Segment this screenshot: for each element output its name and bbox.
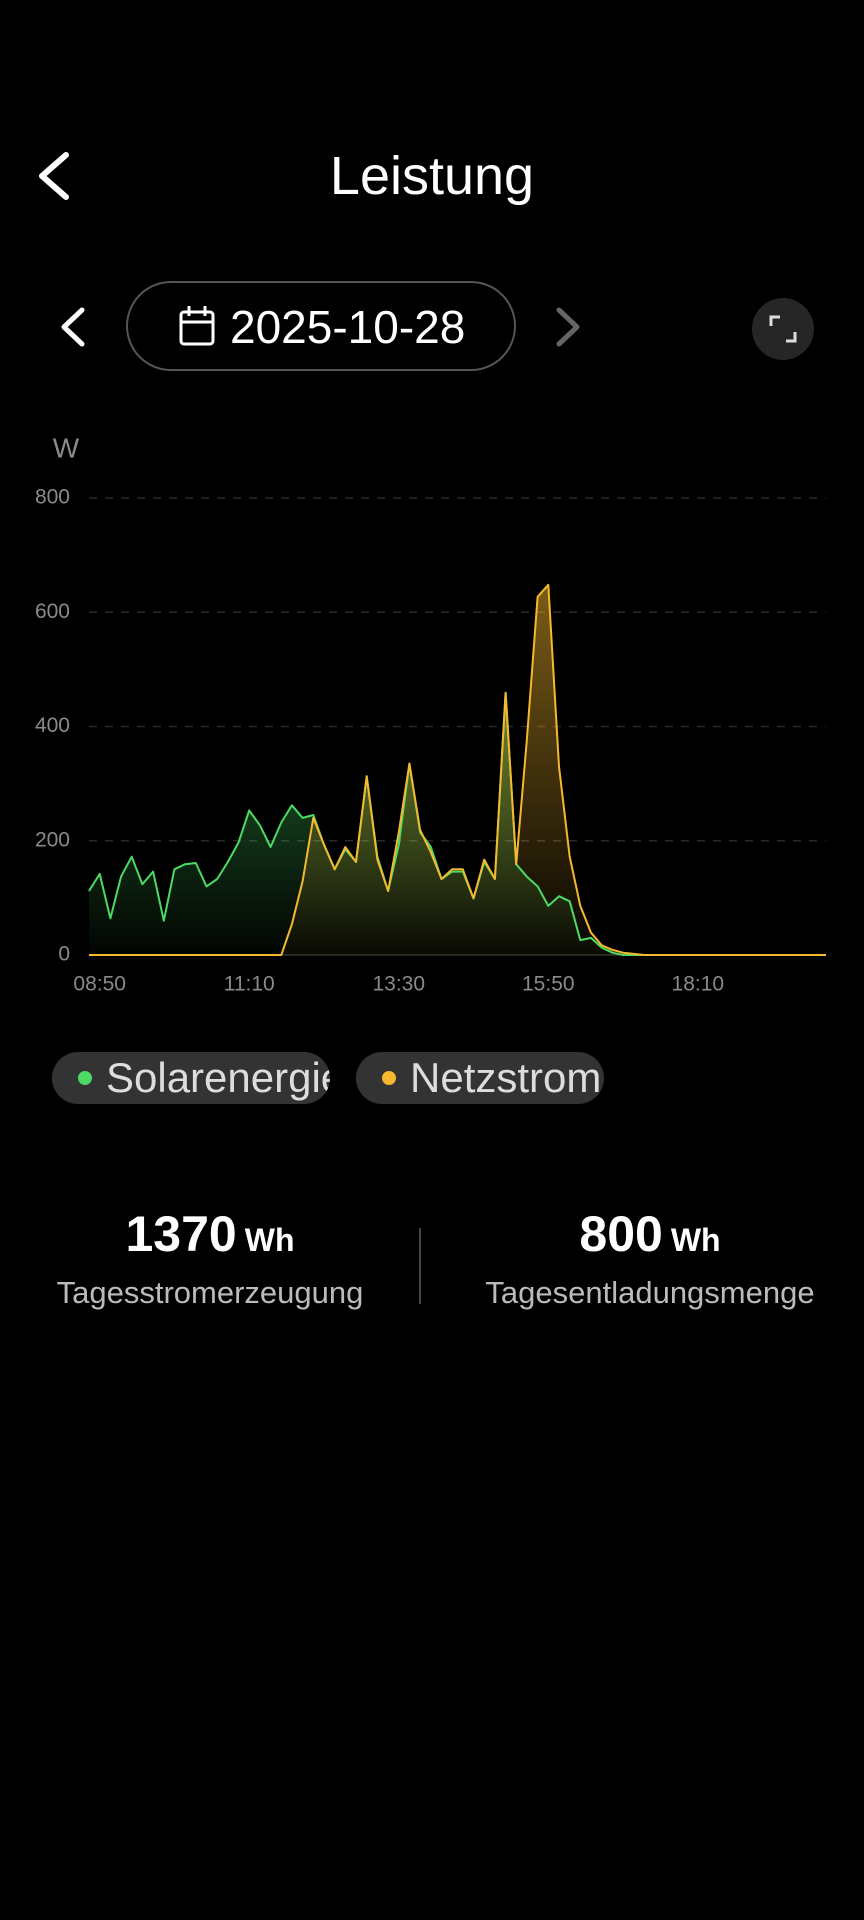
stat-label: Tagesentladungsmenge	[485, 1275, 815, 1310]
stat-value: 800	[579, 1206, 663, 1262]
date-picker[interactable]	[126, 281, 516, 371]
stat-label: Tagesstromerzeugung	[56, 1275, 364, 1310]
legend: Solarenergie Netzstrom	[52, 1052, 604, 1104]
series-line	[89, 583, 826, 956]
y-tick-label: 400	[35, 714, 70, 737]
calendar-icon	[179, 306, 215, 346]
stat-unit: Wh	[670, 1222, 721, 1258]
fullscreen-button[interactable]	[752, 298, 814, 360]
page-title: Leistung	[329, 146, 535, 206]
divider	[419, 1228, 421, 1304]
top-bar-icons	[39, 152, 580, 347]
fullscreen-icon	[769, 315, 797, 343]
legend-dot	[78, 1071, 92, 1085]
legend-dot	[382, 1071, 396, 1085]
back-button[interactable]	[39, 152, 69, 200]
stat-value: 1370	[125, 1206, 237, 1262]
prev-day-button[interactable]	[61, 307, 85, 347]
x-tick-label: 15:50	[522, 973, 575, 996]
stat-generation: 1370 Wh Tagesstromerzeugung	[0, 1205, 420, 1311]
series-area	[89, 692, 826, 955]
date-text: 2025-10-28	[230, 301, 466, 353]
y-tick-label: 600	[35, 600, 70, 623]
stat-unit: Wh	[244, 1222, 295, 1258]
chart: W 0 200 400 600 800 08:50 11:10 13:30 15:50 18:10	[35, 432, 826, 996]
series-area	[89, 584, 826, 955]
x-tick-label: 11:10	[224, 973, 275, 996]
y-axis-unit: W	[53, 432, 80, 463]
y-tick-label: 800	[35, 486, 70, 509]
legend-label: Netzstrom	[410, 1054, 602, 1101]
y-tick-label: 200	[35, 828, 70, 851]
x-tick-label: 13:30	[372, 973, 425, 996]
stat-discharge: 800 Wh Tagesentladungsmenge	[440, 1205, 860, 1311]
legend-label: Solarenergie	[106, 1054, 330, 1101]
y-tick-label: 0	[58, 943, 70, 966]
x-tick-label: 18:10	[672, 973, 725, 996]
x-tick-label: 08:50	[73, 973, 126, 996]
next-day-button[interactable]	[556, 307, 580, 347]
legend-item[interactable]: Solarenergie	[52, 1052, 330, 1104]
legend-item[interactable]: Netzstrom	[356, 1052, 604, 1104]
